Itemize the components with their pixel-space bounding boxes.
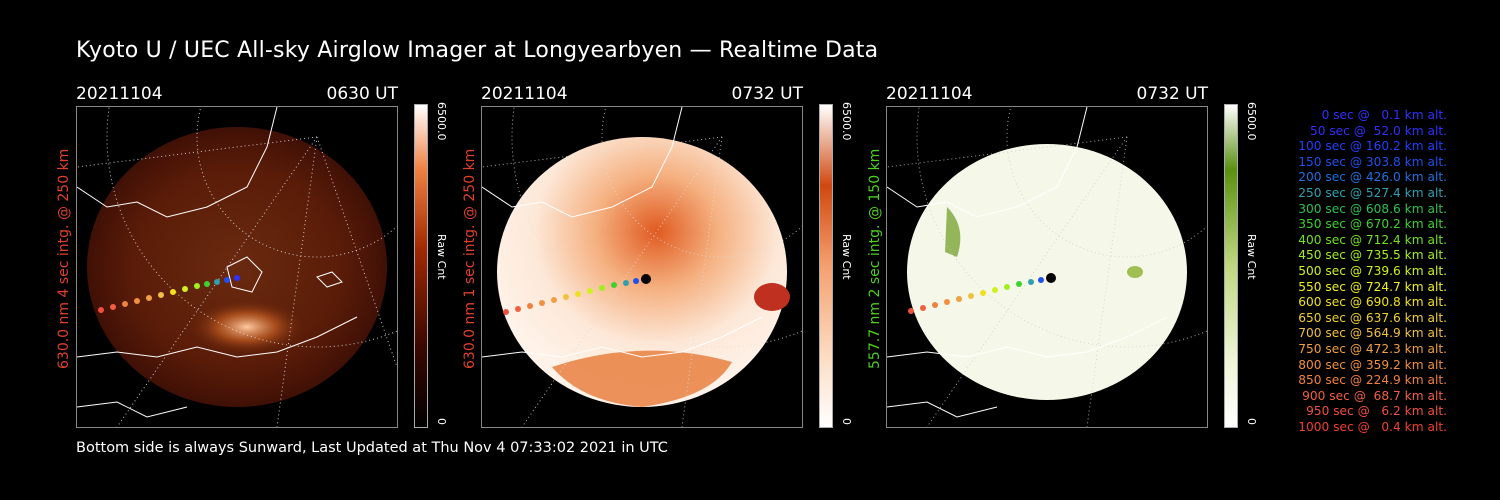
colorbar-label: Raw Cnt: [435, 234, 448, 280]
colorbar-label: Raw Cnt: [840, 234, 853, 280]
panel-1-ylabel: 630.0 nm 4 sec intg. @ 250 km: [56, 148, 72, 369]
legend-item: 750 sec @ 472.3 km alt.: [1298, 341, 1447, 356]
panel-date: 20211104: [481, 84, 568, 104]
legend-item: 50 sec @ 52.0 km alt.: [1309, 123, 1447, 138]
footer-note: Bottom side is always Sunward, Last Upda…: [76, 440, 668, 456]
trajectory-dots: [503, 274, 651, 315]
legend-item: 250 sec @ 527.4 km alt.: [1298, 185, 1447, 200]
legend-item: 200 sec @ 426.0 km alt.: [1298, 170, 1447, 185]
allsky-image-630nm-1sec: [481, 106, 803, 428]
panel-date: 20211104: [76, 84, 163, 104]
panel-time: 0630 UT: [326, 84, 399, 104]
legend-item: 550 sec @ 724.7 km alt.: [1298, 279, 1447, 294]
legend-item: 800 sec @ 359.2 km alt.: [1298, 357, 1447, 372]
legend-item: 850 sec @ 224.9 km alt.: [1298, 373, 1447, 388]
allsky-image-557nm-2sec: [886, 106, 1208, 428]
allsky-image-630nm-4sec: [76, 106, 398, 428]
legend-item: 600 sec @ 690.8 km alt.: [1298, 295, 1447, 310]
legend-item: 950 sec @ 6.2 km alt.: [1306, 404, 1447, 419]
legend-item: 650 sec @ 637.6 km alt.: [1298, 310, 1447, 325]
airglow-panel-1: 20211104 0630 UT: [76, 84, 476, 430]
trajectory-dots: [908, 273, 1056, 314]
legend-item: 400 sec @ 712.4 km alt.: [1298, 232, 1447, 247]
legend-item: 450 sec @ 735.5 km alt.: [1298, 248, 1447, 263]
colorbar-min: 0: [435, 418, 448, 425]
page-title: Kyoto U / UEC All-sky Airglow Imager at …: [76, 38, 879, 63]
colorbar-max: 6500.0: [435, 102, 448, 141]
colorbar: [1224, 104, 1238, 428]
legend-item: 1000 sec @ 0.4 km alt.: [1298, 419, 1447, 434]
time-altitude-legend: 0 sec @ 0.1 km alt. 50 sec @ 52.0 km alt…: [1262, 108, 1447, 435]
legend-item: 500 sec @ 739.6 km alt.: [1298, 263, 1447, 278]
panel-3-ylabel: 557.7 nm 2 sec intg. @ 150 km: [867, 148, 883, 369]
legend-item: 150 sec @ 303.8 km alt.: [1298, 154, 1447, 169]
colorbar-min: 0: [1245, 418, 1258, 425]
colorbar-min: 0: [840, 418, 853, 425]
panel-date: 20211104: [886, 84, 973, 104]
colorbar-max: 6500.0: [840, 102, 853, 141]
trajectory-dots: [98, 275, 240, 313]
legend-item: 100 sec @ 160.2 km alt.: [1298, 139, 1447, 154]
legend-item: 900 sec @ 68.7 km alt.: [1302, 388, 1447, 403]
legend-item: 700 sec @ 564.9 km alt.: [1298, 326, 1447, 341]
legend-item: 0 sec @ 0.1 km alt.: [1321, 108, 1447, 122]
legend-item: 350 sec @ 670.2 km alt.: [1298, 217, 1447, 232]
airglow-panel-3: 20211104 0732 UT: [886, 84, 1286, 430]
colorbar: [819, 104, 833, 428]
airglow-panel-2: 20211104 0732 UT: [481, 84, 881, 430]
colorbar-label: Raw Cnt: [1245, 234, 1258, 280]
legend-item: 300 sec @ 608.6 km alt.: [1298, 201, 1447, 216]
panel-time: 0732 UT: [731, 84, 804, 104]
panel-2-ylabel: 630.0 nm 1 sec intg. @ 250 km: [462, 148, 478, 369]
colorbar-max: 6500.0: [1245, 102, 1258, 141]
panel-time: 0732 UT: [1136, 84, 1209, 104]
colorbar: [414, 104, 428, 428]
